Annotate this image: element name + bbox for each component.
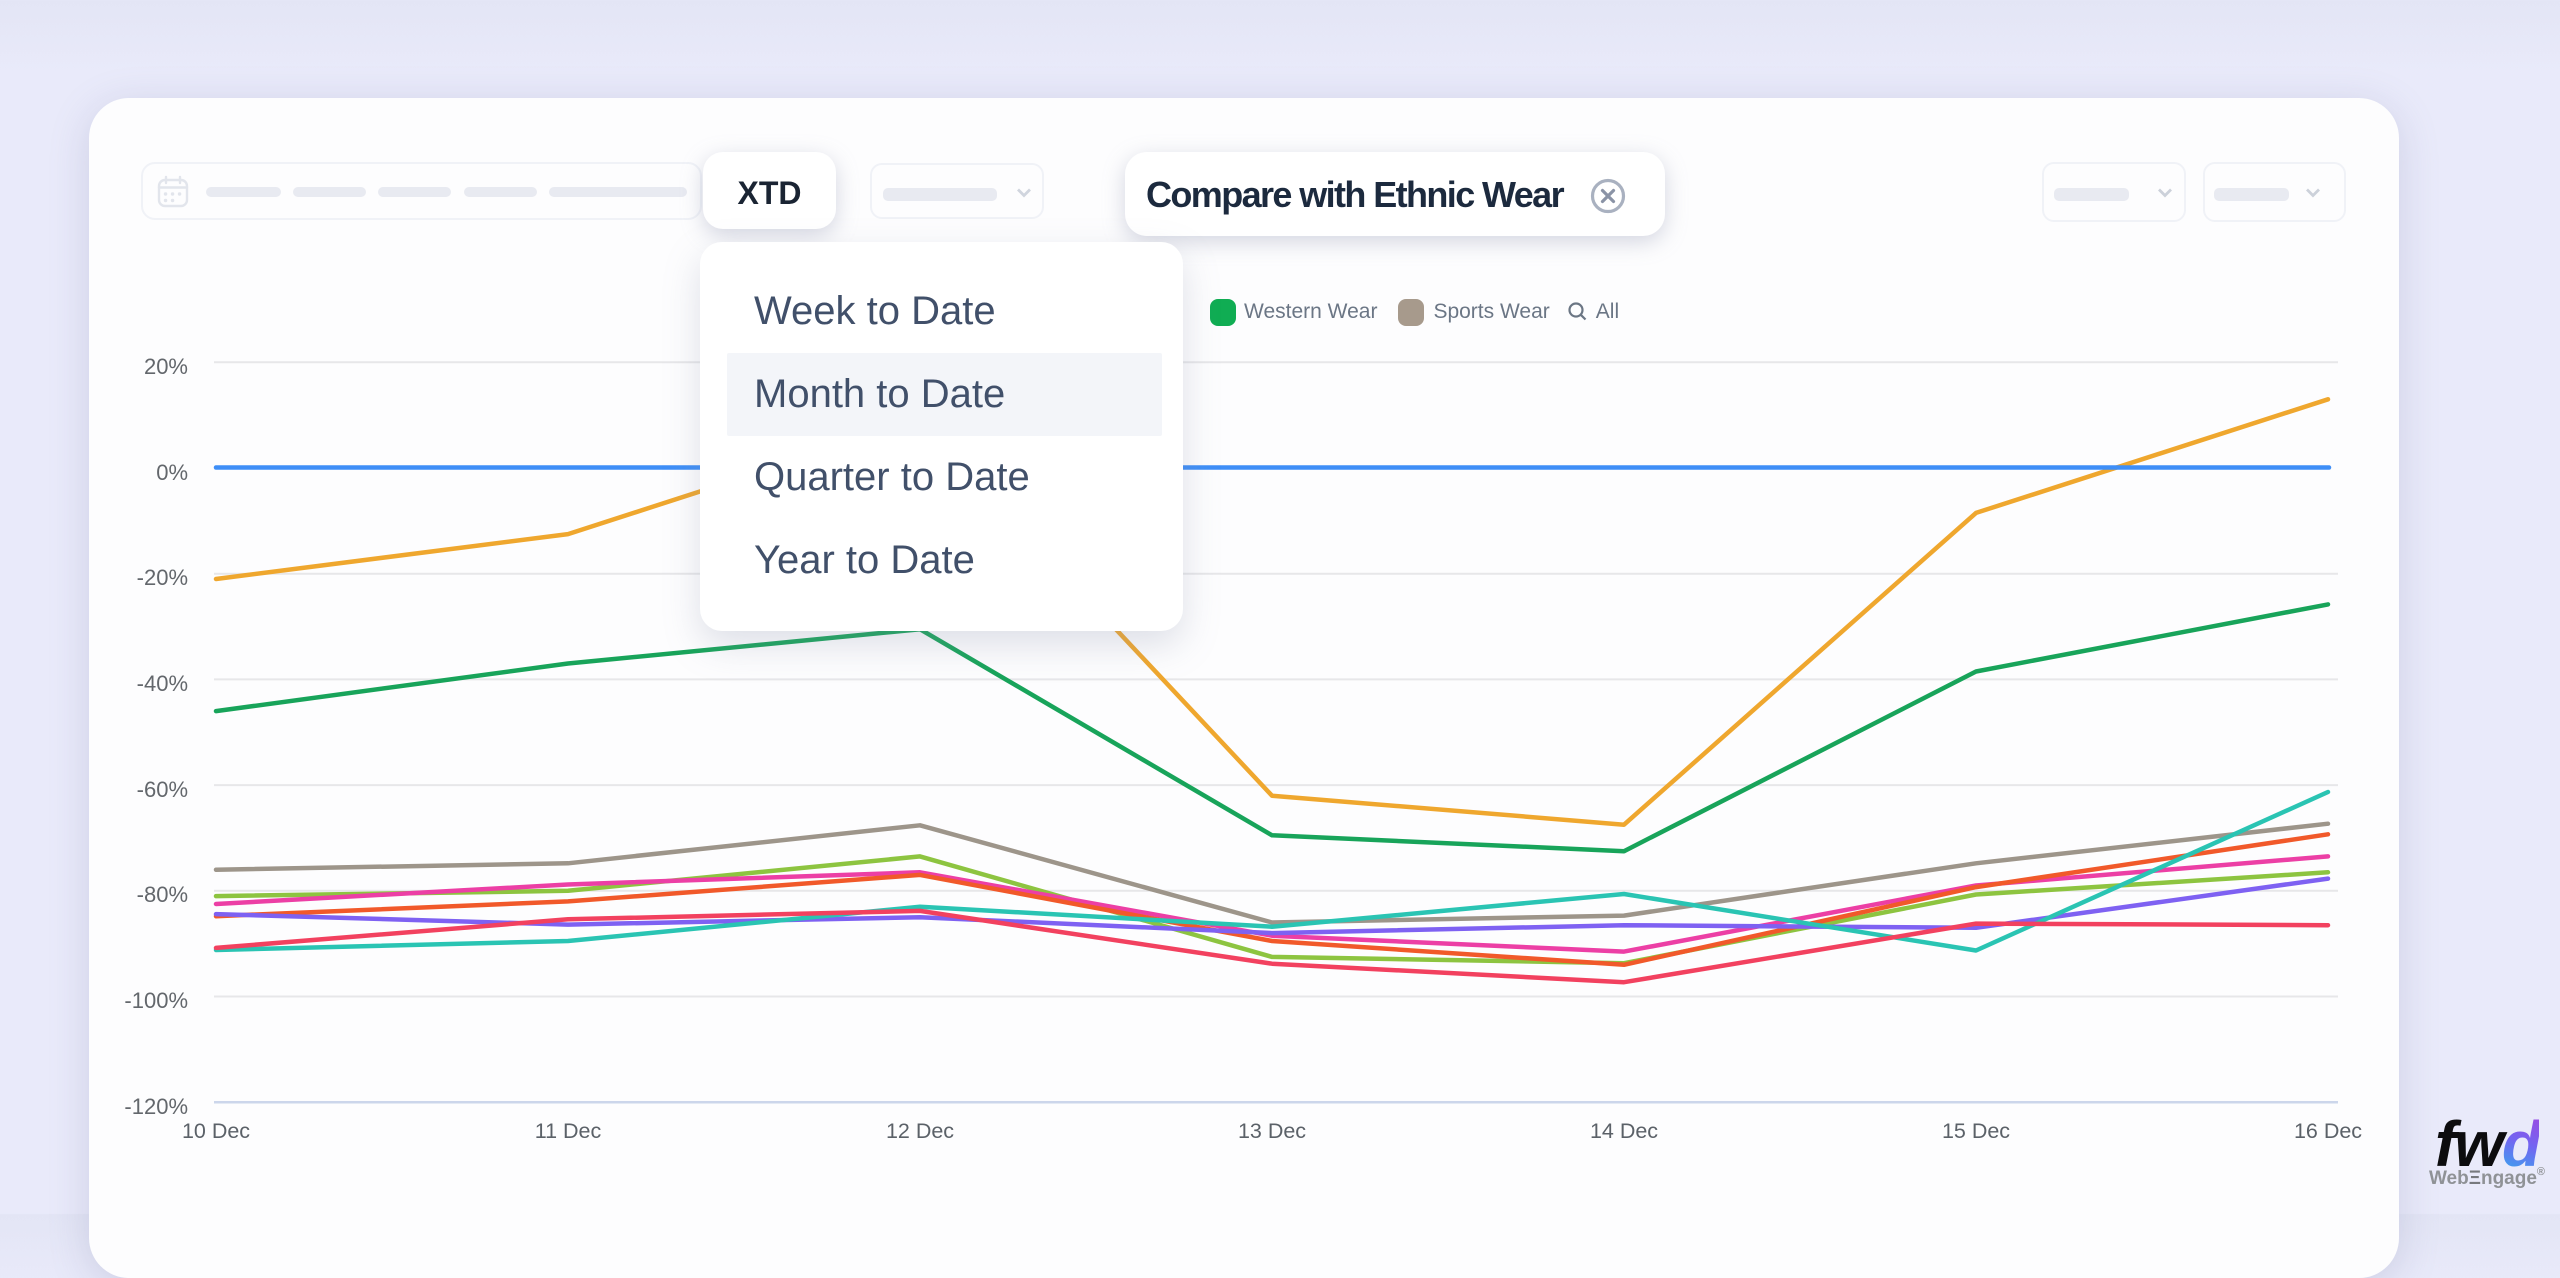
svg-text:14 Dec: 14 Dec bbox=[1590, 1119, 1658, 1143]
svg-text:0%: 0% bbox=[156, 460, 188, 485]
svg-text:-80%: -80% bbox=[137, 882, 188, 907]
svg-text:13 Dec: 13 Dec bbox=[1238, 1119, 1306, 1143]
svg-text:-100%: -100% bbox=[124, 988, 188, 1013]
svg-text:12 Dec: 12 Dec bbox=[886, 1119, 954, 1143]
svg-text:16 Dec: 16 Dec bbox=[2294, 1119, 2362, 1143]
svg-text:-40%: -40% bbox=[137, 671, 188, 696]
svg-text:20%: 20% bbox=[144, 354, 188, 379]
svg-text:11 Dec: 11 Dec bbox=[535, 1119, 602, 1143]
svg-text:-60%: -60% bbox=[137, 777, 188, 802]
svg-text:-120%: -120% bbox=[124, 1094, 188, 1119]
svg-text:15 Dec: 15 Dec bbox=[1942, 1119, 2010, 1143]
svg-text:-20%: -20% bbox=[137, 565, 188, 590]
svg-text:10 Dec: 10 Dec bbox=[182, 1119, 250, 1143]
